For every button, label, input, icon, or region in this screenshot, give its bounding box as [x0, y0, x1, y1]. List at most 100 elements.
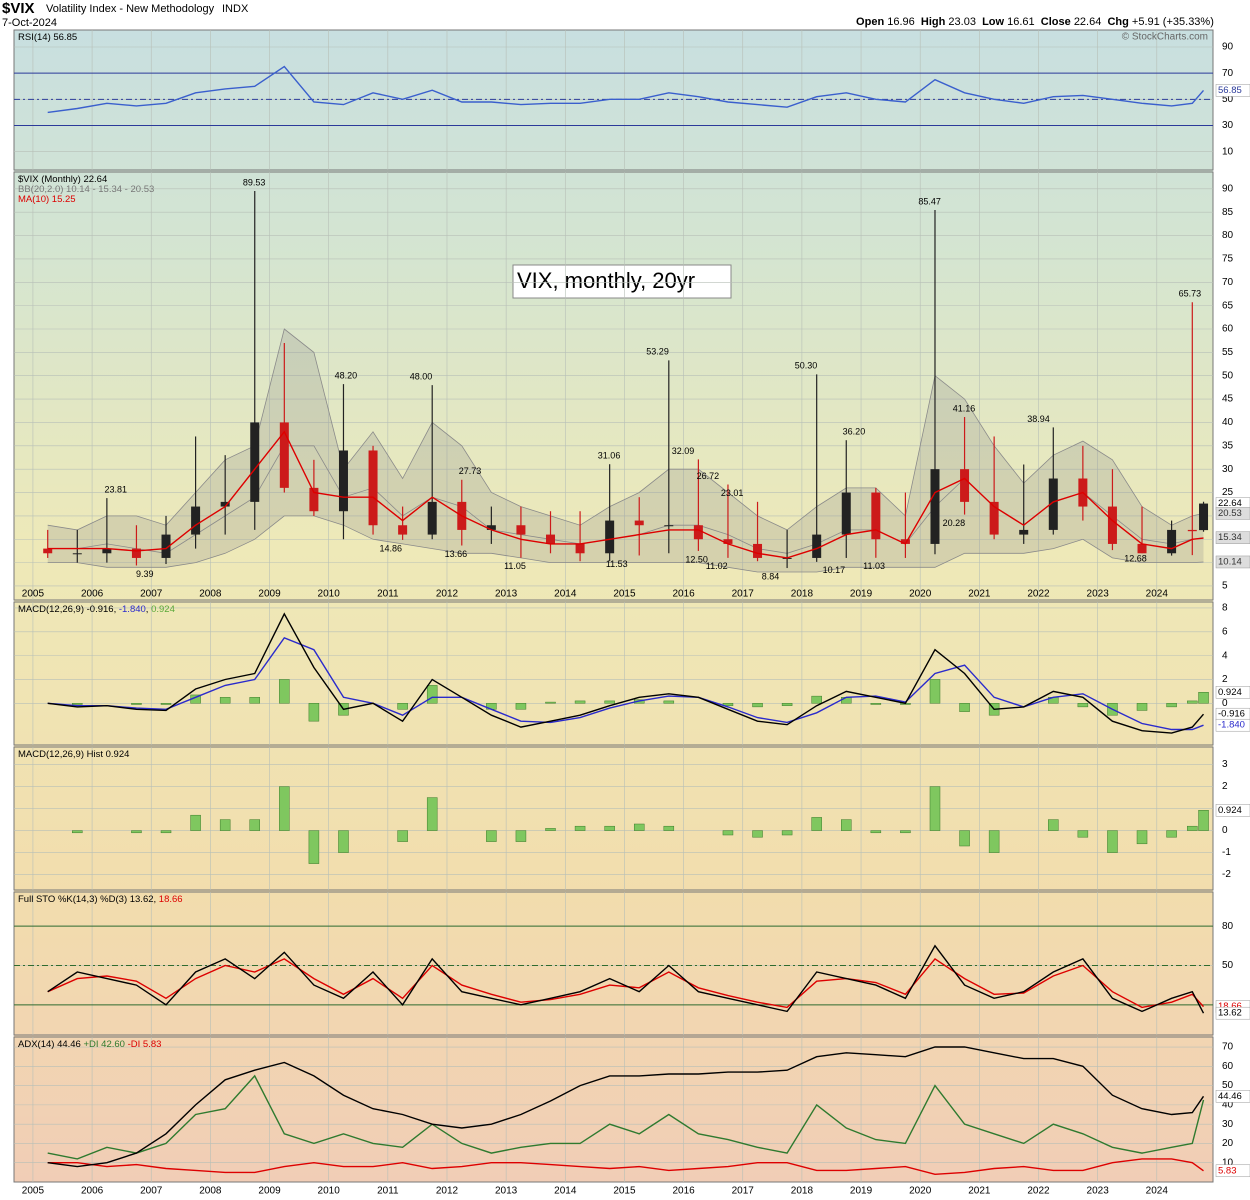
candle-body	[960, 469, 970, 502]
x-tick-label: 2018	[791, 589, 814, 600]
panel-frame	[13, 746, 1214, 891]
series-line	[47, 636, 1204, 731]
series-line	[47, 1158, 1204, 1176]
field-value: 16.96	[887, 16, 915, 28]
x-tick-label: 2021	[968, 1186, 991, 1197]
histogram-bar	[929, 679, 941, 704]
histogram-bar	[900, 830, 911, 834]
y-tick-label: 20	[1222, 1138, 1234, 1149]
candle-body	[664, 525, 674, 527]
legend-text: Full STO %K(14,3) %D(3) 13.62,	[18, 894, 159, 905]
histogram-bar	[1136, 830, 1148, 845]
x-tick-label: 2011	[377, 589, 399, 600]
histogram-bar	[781, 830, 793, 836]
y-tick-label: 85	[1222, 207, 1234, 218]
x-tick-label: 2024	[1146, 589, 1169, 600]
x-tick-label: 2019	[850, 1186, 873, 1197]
y-tick-label: 50	[1222, 370, 1234, 381]
candle-body	[250, 422, 260, 502]
histogram-bar	[397, 703, 408, 710]
x-tick-label: 2024	[1146, 1186, 1169, 1197]
low-label: 13.66	[445, 549, 468, 559]
histogram-bar	[72, 830, 83, 834]
x-tick-label: 2008	[199, 589, 222, 600]
histogram-bar	[72, 703, 83, 705]
x-tick-label: 2015	[613, 589, 636, 600]
legend-entry: MA(10) 15.25	[18, 194, 76, 205]
candle-body	[279, 422, 289, 488]
value-badge	[1215, 686, 1250, 699]
value-badge	[1215, 804, 1250, 817]
series-line	[47, 944, 1205, 1014]
y-tick-label: 0	[1222, 698, 1228, 709]
histogram-bar	[811, 817, 822, 831]
y-tick-label: 65	[1222, 300, 1234, 311]
histogram-bar	[988, 830, 1000, 853]
x-tick-label: 2007	[140, 589, 163, 600]
candle-body	[309, 487, 319, 512]
histogram-bar	[1187, 825, 1198, 831]
high-label: 48.00	[410, 371, 433, 381]
series-line	[47, 957, 1205, 1009]
x-tick-label: 2009	[258, 1186, 281, 1197]
legend-text: -DI 5.83	[128, 1039, 162, 1050]
x-tick-label: 2013	[495, 589, 518, 600]
x-tick-label: 2016	[672, 1186, 695, 1197]
candle-body	[989, 501, 999, 535]
histogram-bar	[1198, 810, 1209, 831]
x-tick-label: 2017	[732, 589, 755, 600]
histogram-bar	[308, 830, 320, 864]
legend-text: 18.66	[159, 894, 183, 905]
histogram-bar	[190, 814, 201, 831]
y-tick-label: -1	[1222, 847, 1231, 858]
legend-text: MA(10) 15.25	[18, 194, 76, 205]
histogram-bar	[131, 830, 142, 834]
histogram-bar	[752, 830, 763, 838]
y-tick-label: 40	[1222, 417, 1234, 428]
x-tick-label: 2016	[672, 589, 695, 600]
legend-entry: MACD(12,26,9) -0.916, -1.840, 0.924	[18, 604, 175, 615]
candle-body	[131, 548, 141, 558]
y-tick-label: 4	[1222, 650, 1228, 661]
x-tick-label: 2006	[81, 589, 104, 600]
series-line	[47, 65, 1205, 114]
x-tick-label: 2010	[318, 589, 341, 600]
histogram-bar	[308, 703, 320, 722]
high-label: 41.16	[953, 403, 976, 413]
histogram-bar	[574, 700, 586, 704]
x-tick-label: 2005	[22, 589, 45, 600]
x-tick-label: 2007	[140, 1186, 163, 1197]
histogram-bar	[633, 823, 645, 831]
watermark: © StockCharts.com	[1122, 32, 1208, 43]
legend-text: ,	[146, 604, 151, 615]
histogram-bar	[781, 703, 793, 706]
y-tick-label: 70	[1222, 277, 1234, 288]
histogram-bar	[1077, 703, 1089, 708]
legend-text: -1.840	[119, 604, 146, 615]
low-label: 11.02	[706, 561, 728, 571]
series-line	[47, 430, 1204, 559]
x-tick-label: 2022	[1027, 1186, 1050, 1197]
x-tick-label: 2018	[791, 1186, 814, 1197]
candle-body	[1137, 543, 1147, 554]
high-label: 31.06	[598, 451, 621, 461]
symbol: $VIX	[2, 0, 35, 17]
legend-entry: $VIX (Monthly) 22.64	[18, 174, 107, 185]
x-tick-label: 2023	[1087, 1186, 1110, 1197]
y-tick-label: 50	[1222, 960, 1234, 971]
candle-body	[427, 501, 437, 535]
histogram-bar	[219, 819, 231, 831]
high-label: 23.01	[721, 488, 744, 498]
candle-body	[516, 525, 526, 535]
high-label: 32.09	[672, 446, 695, 456]
histogram-bar	[1198, 692, 1209, 704]
histogram-bar	[1077, 830, 1089, 838]
value-badge	[1215, 718, 1250, 732]
panel-frame	[13, 891, 1214, 1036]
y-tick-label: 80	[1222, 921, 1234, 932]
x-tick-label: 2019	[850, 589, 873, 600]
candle-body	[368, 450, 378, 526]
field-value: 22.64	[1074, 16, 1102, 28]
candle-body	[546, 534, 556, 544]
low-label: 11.05	[504, 561, 526, 571]
